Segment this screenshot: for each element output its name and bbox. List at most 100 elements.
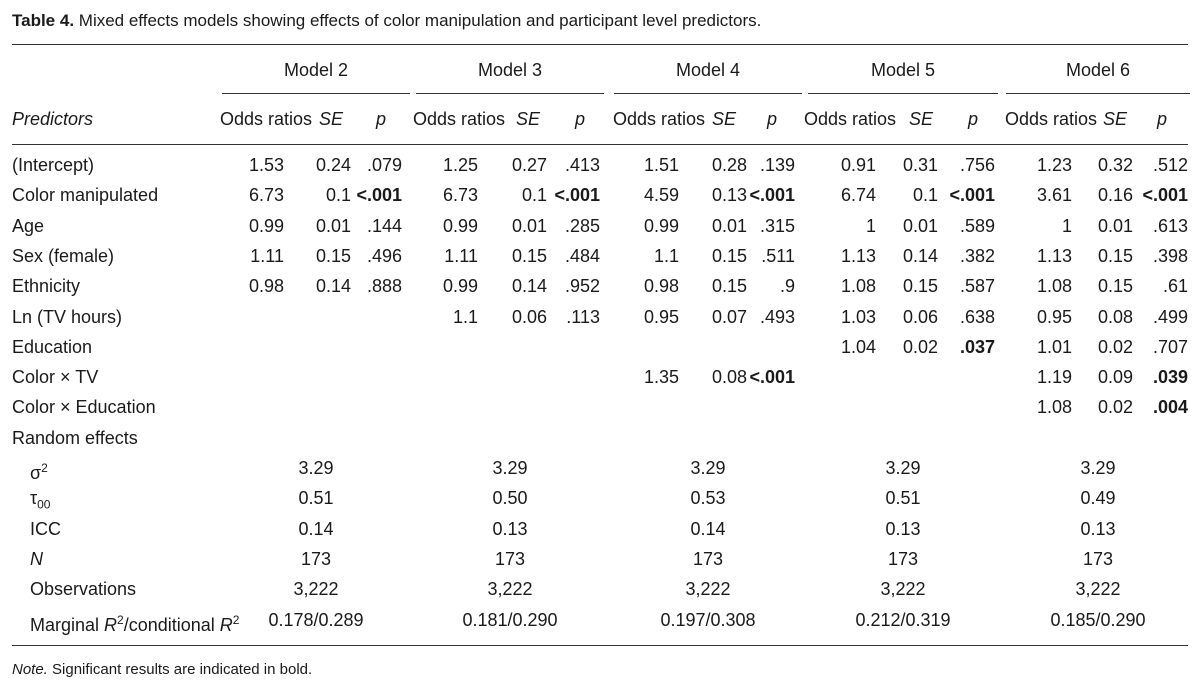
se-cell: 0.01 [315, 215, 351, 236]
superscript: 2 [41, 461, 48, 475]
p-value-cell: .037 [959, 336, 995, 357]
p-value-cell: .139 [759, 155, 795, 175]
se-cell: 0.16 [1097, 185, 1133, 206]
se-cell: 0.14 [511, 276, 547, 297]
random-effect-value: 3.29 [885, 458, 921, 478]
se-cell: 0.15 [1097, 276, 1133, 297]
r-squared-label-part: R [219, 614, 233, 635]
se-cell: 0.15 [1097, 245, 1133, 266]
p-value-cell: .484 [564, 245, 600, 266]
odds-ratio-cell: 1.1 [452, 306, 478, 327]
se-cell: 0.01 [711, 215, 747, 236]
odds-ratio-cell: 1.53 [248, 155, 284, 175]
random-effect-label: ICC [30, 518, 61, 540]
caption-text: Mixed effects models showing effects of … [78, 11, 762, 30]
p-value-cell: .144 [366, 215, 402, 236]
subscript: 00 [37, 497, 51, 512]
p-value-cell: <.001 [356, 185, 402, 206]
odds-ratio-cell: 6.73 [442, 185, 478, 206]
random-effect-value: 3,222 [685, 579, 731, 600]
model-header: Model 2 [283, 60, 349, 80]
random-effect-value: 173 [494, 548, 526, 569]
column-header-p: p [375, 109, 386, 129]
p-value-cell: .638 [959, 306, 995, 327]
se-cell: 0.32 [1097, 155, 1133, 175]
row-label: Color × Education [12, 397, 156, 418]
odds-ratio-cell: 0.99 [643, 215, 679, 236]
p-value-cell: .499 [1152, 306, 1188, 327]
se-cell: 0.1 [521, 185, 547, 206]
superscript: 2 [117, 612, 124, 627]
random-effect-value: 173 [692, 548, 724, 569]
r-squared-value: 0.181/0.290 [462, 609, 558, 630]
p-value-cell: .756 [959, 155, 995, 175]
model-header: Model 3 [477, 60, 543, 80]
se-cell: 0.14 [902, 245, 938, 266]
p-value-cell: .285 [564, 215, 600, 236]
se-cell: 0.02 [902, 336, 938, 357]
model-rule [222, 93, 410, 94]
se-cell: 0.08 [1097, 306, 1133, 327]
p-value-cell: .004 [1152, 397, 1188, 418]
random-effect-symbol: σ [30, 463, 42, 483]
table-note: Note. Significant results are indicated … [12, 661, 312, 678]
bottom-rule [12, 645, 1188, 646]
predictors-header: Predictors [12, 109, 94, 129]
p-value-cell: .952 [564, 276, 600, 297]
odds-ratio-cell: 0.99 [248, 215, 284, 236]
r-squared-label-part: /conditional [123, 614, 220, 635]
r-squared-label-part: R [104, 614, 118, 635]
random-effect-value: 3.29 [1080, 458, 1116, 478]
model-header: Model 4 [675, 60, 741, 80]
model-rule [1006, 93, 1190, 94]
random-effect-value: 0.51 [298, 488, 334, 509]
top-rule [12, 44, 1188, 45]
random-effect-label: τ00 [30, 487, 50, 516]
se-cell: 0.15 [711, 276, 747, 297]
se-cell: 0.1 [912, 185, 938, 206]
odds-ratio-cell: 1.25 [442, 155, 478, 175]
se-cell: 0.06 [511, 306, 547, 327]
row-label: Education [12, 336, 93, 357]
note-text: Significant results are indicated in bol… [47, 661, 313, 678]
random-effect-value: 173 [300, 548, 332, 569]
random-effect-value: 0.51 [885, 488, 921, 509]
random-effect-value: 3.29 [690, 458, 726, 478]
random-effect-label: σ2 [30, 457, 48, 484]
row-label: Color × TV [12, 367, 99, 388]
se-cell: 0.01 [511, 215, 547, 236]
p-value-cell: .493 [759, 306, 795, 327]
row-label: (Intercept) [12, 155, 95, 175]
p-value-cell: .613 [1152, 215, 1188, 236]
column-header-se: SE [908, 109, 933, 129]
odds-ratio-cell: 0.99 [442, 276, 478, 297]
se-cell: 0.15 [902, 276, 938, 297]
r-squared-value: 0.178/0.289 [268, 609, 364, 630]
model-header: Model 5 [870, 60, 936, 80]
random-effect-value: 0.53 [690, 488, 726, 509]
p-value-cell: .413 [564, 155, 600, 175]
column-header-p: p [574, 109, 585, 129]
odds-ratio-cell: 0.98 [643, 276, 679, 297]
se-cell: 0.06 [902, 306, 938, 327]
row-label: Color manipulated [12, 185, 159, 206]
r-squared-value: 0.197/0.308 [660, 609, 756, 630]
random-effects-header: Random effects [12, 427, 138, 448]
random-effect-label: N [30, 548, 43, 570]
column-header-se: SE [515, 109, 540, 129]
p-value-cell: .589 [959, 215, 995, 236]
odds-ratio-cell: 1.35 [643, 367, 679, 388]
model-header: Model 6 [1065, 60, 1131, 80]
odds-ratio-cell: 1 [1061, 215, 1072, 236]
se-cell: 0.24 [315, 155, 351, 175]
random-effect-value: 3,222 [487, 579, 533, 600]
r-squared-value: 0.185/0.290 [1050, 609, 1146, 630]
random-effect-symbol: ICC [30, 518, 61, 539]
row-label: Sex (female) [12, 245, 115, 266]
p-value-cell: .496 [366, 245, 402, 266]
random-effect-value: 3,222 [293, 579, 339, 600]
column-header-odds-ratios: Odds ratios [803, 109, 897, 129]
se-cell: 0.1 [325, 185, 351, 206]
column-header-p: p [766, 109, 777, 129]
column-header-odds-ratios: Odds ratios [612, 109, 706, 129]
